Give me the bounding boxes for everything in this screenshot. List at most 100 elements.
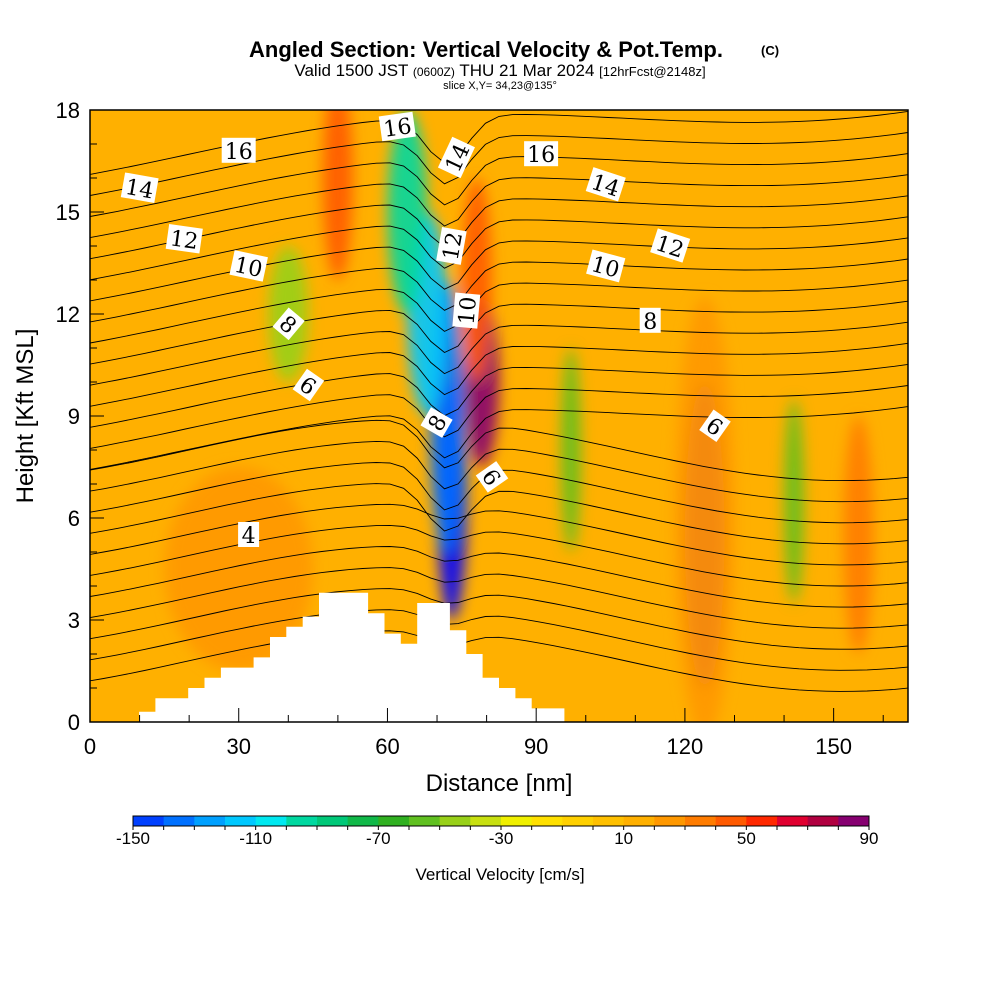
y-tick-label: 18	[56, 98, 80, 123]
contour-label-box	[524, 141, 559, 167]
contour-label: 16	[378, 111, 416, 143]
colorbar-swatch	[654, 816, 686, 826]
isentrope-line	[90, 546, 908, 608]
x-tick-label: 0	[84, 734, 96, 759]
colorbar-swatch	[317, 816, 349, 826]
x-axis-label: Distance [nm]	[426, 770, 573, 797]
colorbar-swatch	[133, 816, 165, 826]
y-tick-label: 3	[68, 608, 80, 633]
isentrope-line	[90, 483, 908, 545]
contour-label: 8	[639, 307, 661, 335]
contour-label-text: 12	[168, 226, 199, 255]
colorbar: -150 -110 -70 -30 10 50 90	[116, 815, 879, 848]
x-tick-label: 90	[524, 734, 548, 759]
colorbar-swatch	[255, 816, 287, 826]
y-axis: 0 3 6 9 12 15 18	[56, 98, 104, 735]
isentrope-line	[90, 609, 908, 671]
isentrope-line	[90, 363, 908, 428]
contour-label-box	[639, 307, 661, 333]
velocity-cell	[843, 416, 874, 654]
subtitle-date: THU 21 Mar 2024	[459, 61, 594, 80]
x-tick-label: 150	[815, 734, 852, 759]
isentrope-line	[90, 153, 908, 217]
contour-label-box	[229, 250, 268, 282]
colorbar-swatch	[409, 816, 441, 826]
y-tick-label: 12	[56, 302, 80, 327]
colorbar-tick-label: 50	[737, 829, 756, 848]
colorbar-swatch	[286, 816, 318, 826]
isentrope-line	[90, 588, 908, 650]
velocity-cell	[784, 399, 804, 603]
contour-label-box	[452, 292, 481, 329]
contour-label-box	[586, 249, 626, 283]
colorbar-swatch	[838, 816, 870, 826]
isentrope-line	[90, 406, 908, 470]
potential-temperature-contours	[90, 110, 908, 692]
contour-label-box	[272, 307, 305, 341]
y-axis-label: Height [Kft MSL]	[12, 329, 39, 504]
velocity-cell	[164, 467, 314, 671]
contour-label-text: 4	[242, 524, 256, 549]
colorbar-swatch	[593, 816, 625, 826]
colorbar-swatch	[378, 816, 410, 826]
contour-label-text: 10	[455, 296, 482, 326]
isentrope-line	[90, 216, 908, 281]
colorbar-tick-label: -110	[239, 829, 272, 848]
terrain	[90, 592, 908, 722]
contour-label-box	[120, 172, 159, 203]
contour-label: 4	[238, 522, 260, 549]
colorbar-swatch	[439, 816, 471, 826]
isentrope-line	[90, 174, 908, 239]
contour-label-box	[292, 368, 325, 402]
contour-label-box	[475, 461, 509, 493]
slice-label: slice X,Y= 34,23@135°	[443, 80, 557, 92]
contour-label: 12	[436, 227, 468, 265]
colorbar-tick-label: -150	[116, 829, 150, 848]
colorbar-swatch	[225, 816, 257, 826]
isentrope-line	[90, 300, 908, 365]
colorbar-tick-label: -30	[489, 829, 514, 848]
y-tick-label: 15	[56, 200, 80, 225]
subtitle-utc: (0600Z)	[413, 65, 455, 79]
isentrope-line	[90, 258, 908, 323]
contour-label-text: 16	[382, 114, 413, 143]
x-tick-label: 60	[375, 734, 399, 759]
contour-label: 12	[165, 223, 203, 255]
isentrope-line	[90, 195, 908, 260]
isentrope-line	[90, 440, 908, 503]
chart-title: Angled Section: Vertical Velocity & Pot.…	[249, 37, 723, 62]
isentrope-line	[90, 630, 908, 692]
contour-label-text: 12	[439, 230, 468, 262]
contour-label-box	[436, 227, 467, 265]
isentrope-line	[90, 419, 908, 482]
isentrope-line	[90, 279, 908, 344]
colorbar-swatch	[531, 816, 563, 826]
velocity-cell	[675, 297, 735, 722]
colorbar-swatch	[746, 816, 778, 826]
isentrope-line	[90, 132, 908, 196]
chart-subtitle: Valid 1500 JST (0600Z) THU 21 Mar 2024 […	[294, 61, 705, 80]
colorbar-tick-label: 90	[860, 829, 879, 848]
contour-label-box	[378, 111, 416, 142]
colorbar-tick-label: -70	[366, 829, 391, 848]
colorbar-tick-label: 10	[614, 829, 633, 848]
subtitle-valid: Valid 1500 JST	[294, 61, 408, 80]
title-mark: (C)	[761, 43, 779, 58]
colorbar-swatch	[807, 816, 839, 826]
isentrope-line	[90, 321, 908, 386]
velocity-cell	[323, 110, 353, 280]
colorbar-swatch	[194, 816, 226, 826]
isentrope-line	[90, 385, 908, 449]
y-tick-label: 0	[68, 710, 80, 735]
contour-label: 10	[229, 250, 268, 283]
colorbar-swatch	[623, 816, 655, 826]
contour-label-text: 16	[225, 140, 253, 165]
subtitle-forecast: [12hrFcst@2148z]	[599, 64, 705, 79]
isentrope-line	[90, 567, 908, 629]
colorbar-swatch	[685, 816, 717, 826]
contour-label-box	[437, 136, 475, 179]
colorbar-swatch	[562, 816, 594, 826]
contour-label: 14	[120, 172, 159, 204]
